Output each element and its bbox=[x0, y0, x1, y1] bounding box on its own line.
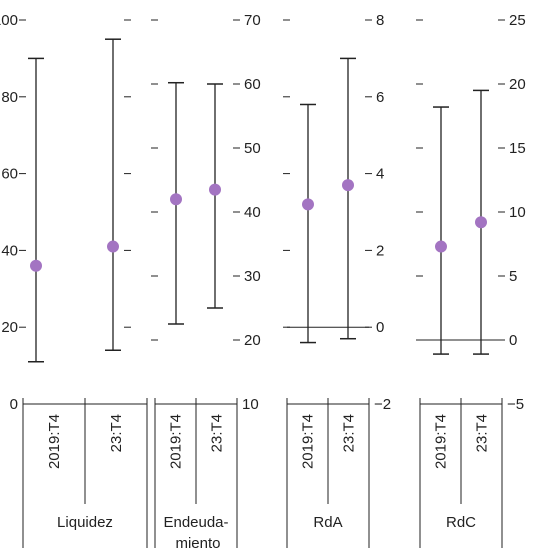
data-point bbox=[107, 240, 119, 253]
y-tick-label: 60 bbox=[1, 166, 18, 183]
y-tick-label: 0 bbox=[376, 319, 384, 336]
data-point bbox=[342, 179, 354, 192]
y-tick-label: 50 bbox=[244, 140, 261, 157]
y-tick-label: 70 bbox=[244, 12, 261, 29]
data-point bbox=[475, 216, 487, 229]
data-point bbox=[30, 259, 42, 272]
y-tick-label: 60 bbox=[244, 76, 261, 93]
y-tick-label: 20 bbox=[509, 76, 526, 93]
category-label: 23:T4 bbox=[108, 414, 125, 452]
group-label: RdC bbox=[446, 514, 476, 531]
category-label: 23:T4 bbox=[474, 414, 491, 452]
y-tick-label: −5 bbox=[507, 396, 524, 413]
y-tick-label: 0 bbox=[10, 396, 18, 413]
category-label: 2019:T4 bbox=[300, 414, 317, 469]
group-label: Endeuda- bbox=[163, 514, 228, 531]
group-label: Liquidez bbox=[57, 514, 113, 531]
y-tick-label: 20 bbox=[1, 319, 18, 336]
y-tick-label: 15 bbox=[509, 140, 526, 157]
y-tick-label: 40 bbox=[1, 242, 18, 259]
group-label: RdA bbox=[313, 514, 342, 531]
y-tick-label: 8 bbox=[376, 12, 384, 29]
y-tick-label: 40 bbox=[244, 204, 261, 221]
category-label: 2019:T4 bbox=[46, 414, 63, 469]
group-label-cont: miento bbox=[175, 535, 220, 548]
y-tick-label: 30 bbox=[244, 268, 261, 285]
y-tick-label: 6 bbox=[376, 89, 384, 106]
y-tick-label: 25 bbox=[509, 12, 526, 29]
y-tick-label: 4 bbox=[376, 166, 384, 183]
y-tick-label: 10 bbox=[242, 396, 259, 413]
y-tick-label: 0 bbox=[509, 332, 517, 349]
y-tick-label: 10 bbox=[509, 204, 526, 221]
y-tick-label: 5 bbox=[509, 268, 517, 285]
category-label: 23:T4 bbox=[341, 414, 358, 452]
data-point bbox=[435, 240, 447, 253]
data-point bbox=[302, 198, 314, 211]
data-point bbox=[170, 193, 182, 206]
category-label: 23:T4 bbox=[209, 414, 226, 452]
y-tick-label: 80 bbox=[1, 89, 18, 106]
category-label: 2019:T4 bbox=[168, 414, 185, 469]
y-tick-label: 100 bbox=[0, 12, 18, 29]
data-point bbox=[209, 183, 221, 196]
y-tick-label: −2 bbox=[374, 396, 391, 413]
category-label: 2019:T4 bbox=[433, 414, 450, 469]
y-tick-label: 2 bbox=[376, 242, 384, 259]
y-tick-label: 20 bbox=[244, 332, 261, 349]
